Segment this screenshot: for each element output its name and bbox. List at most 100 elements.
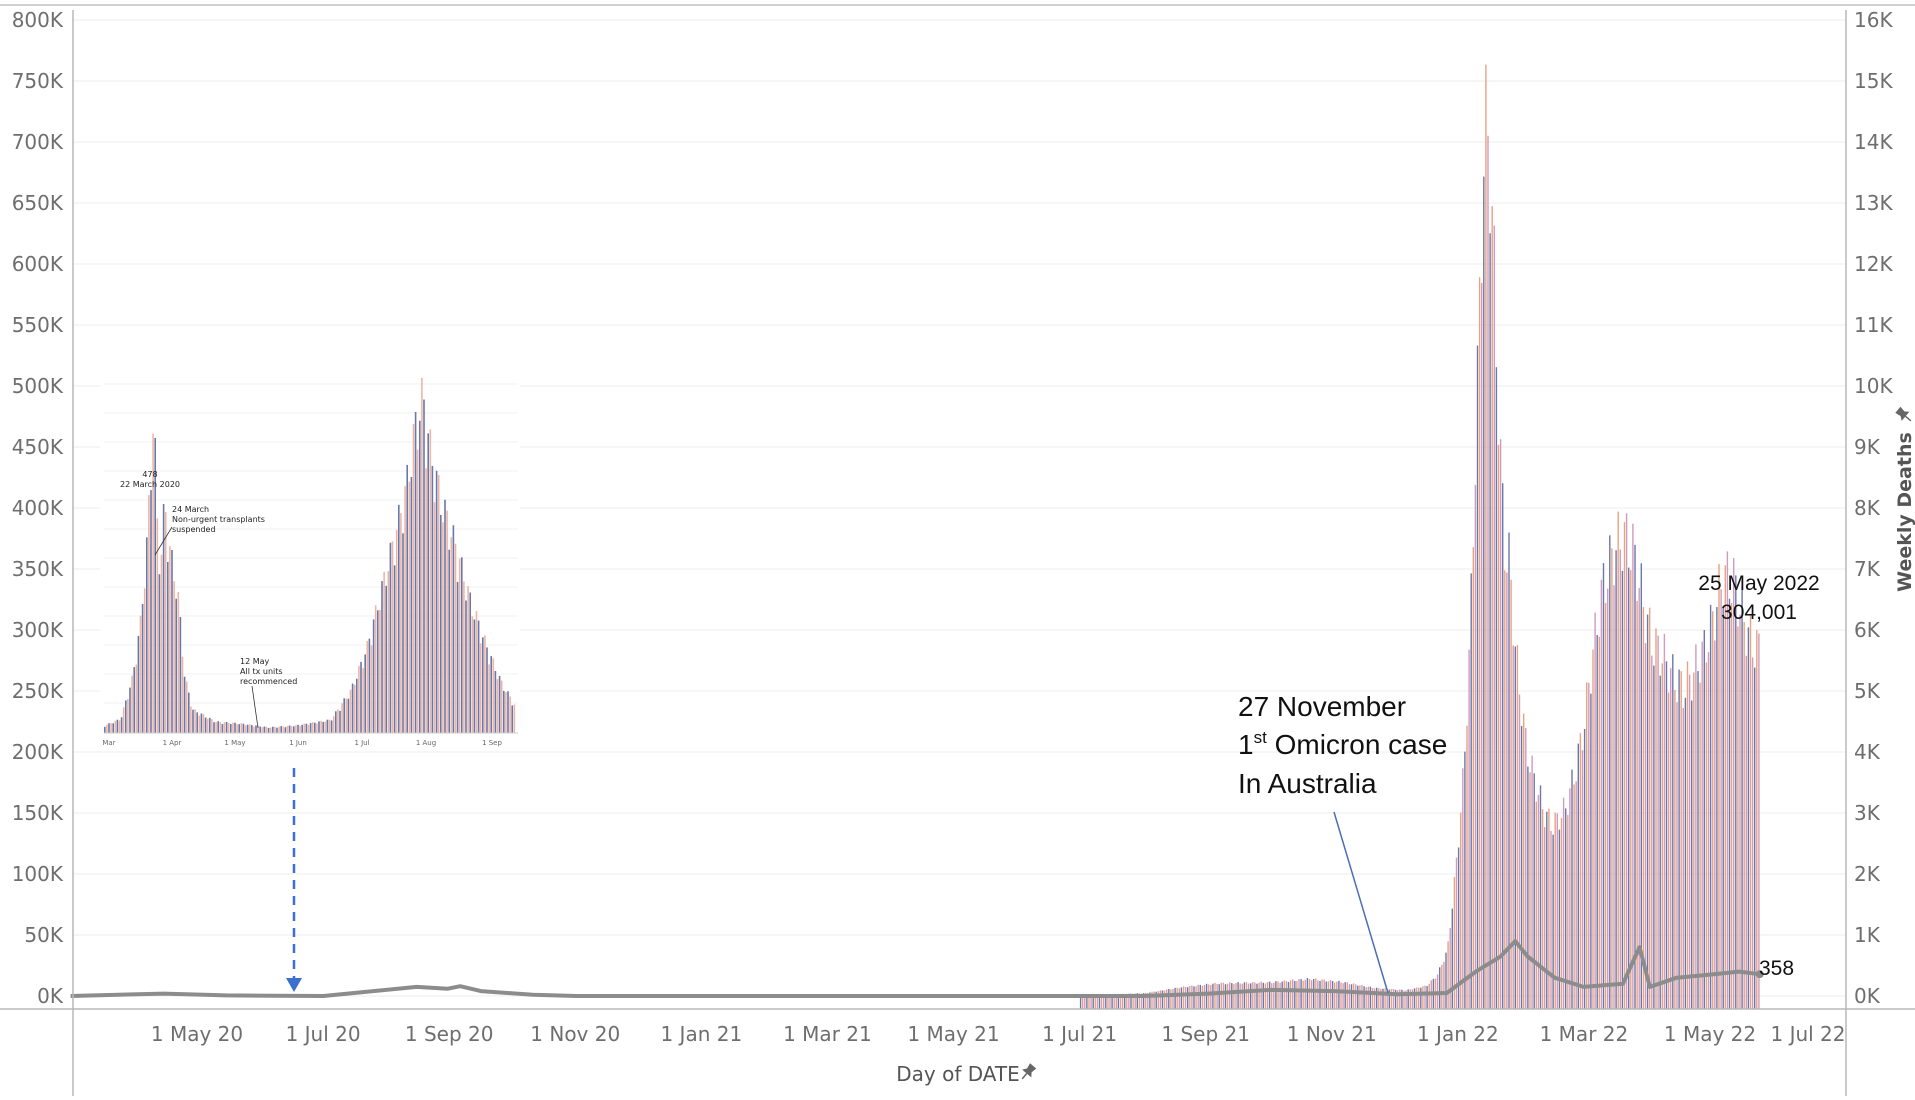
case-bar <box>1481 282 1483 1009</box>
inset-bar <box>498 676 501 733</box>
inset-bar <box>324 721 327 733</box>
left-y-tick: 100K <box>12 862 64 886</box>
inset-bar <box>450 537 453 733</box>
inset-bar <box>236 724 238 733</box>
inset-x-tick: 1 May <box>224 739 245 747</box>
inset-bar <box>223 722 226 733</box>
case-bar <box>1298 979 1300 1009</box>
inset-bar <box>118 720 121 733</box>
case-bar <box>1556 813 1558 1009</box>
left-y-tick: 550K <box>12 313 64 337</box>
case-bar <box>1497 444 1500 1009</box>
inset-bar <box>257 725 259 733</box>
case-bar <box>1705 662 1708 1009</box>
pin-icon-right[interactable] <box>1894 405 1915 425</box>
inset-bar <box>238 724 240 733</box>
case-bar <box>1577 743 1579 1009</box>
case-bar <box>1560 817 1563 1009</box>
inset-bar <box>242 723 245 733</box>
case-bar <box>1439 967 1441 1009</box>
case-bar <box>1754 667 1756 1009</box>
case-bar <box>1411 989 1414 1009</box>
case-bar <box>1138 993 1141 1009</box>
inset-bar <box>503 690 505 733</box>
inset-bar <box>104 726 106 733</box>
inset-note1-line2: Non-urgent transplants <box>172 515 265 524</box>
case-bar <box>1203 985 1206 1009</box>
case-bar <box>1214 982 1216 1009</box>
case-bar <box>1161 990 1164 1009</box>
inset-note1-leader <box>154 526 173 556</box>
case-bar <box>1264 983 1267 1009</box>
case-bar <box>1273 982 1275 1009</box>
inset-bar <box>131 675 133 733</box>
inset-bar <box>345 698 348 733</box>
x-tick: 1 Jul 21 <box>1042 1022 1117 1046</box>
case-bar <box>1672 654 1674 1009</box>
inset-bar <box>383 571 385 733</box>
case-bar <box>1569 788 1571 1009</box>
case-bar <box>1079 995 1082 1009</box>
inset-bar <box>316 723 318 733</box>
inset-bar <box>410 477 413 733</box>
inset-bar <box>188 692 190 733</box>
left-y-tick: 450K <box>12 435 64 459</box>
case-bar <box>1266 982 1269 1009</box>
case-bar <box>1575 781 1577 1009</box>
inset-bar <box>261 727 264 733</box>
inset-bar <box>511 705 513 733</box>
inset-x-tick: 1 Jul <box>354 739 369 747</box>
right-y-tick: 16K <box>1854 8 1893 32</box>
case-bar <box>1317 980 1319 1009</box>
case-bar <box>1663 633 1666 1009</box>
case-bar <box>1224 984 1227 1009</box>
inset-pointer-arrow <box>286 768 302 992</box>
inset-bar <box>387 571 390 733</box>
case-bar <box>1462 768 1464 1009</box>
right-y-tick: 12K <box>1854 252 1893 276</box>
inset-bar <box>251 725 253 733</box>
inset-bar <box>395 529 398 733</box>
inset-bar <box>276 727 278 733</box>
case-bar <box>1428 983 1430 1009</box>
case-bar <box>1176 987 1178 1009</box>
case-bar <box>1678 669 1680 1009</box>
case-bar <box>1741 586 1743 1009</box>
case-bar <box>1250 983 1252 1009</box>
case-bar <box>1109 994 1111 1009</box>
x-tick: 1 May 22 <box>1664 1022 1756 1046</box>
right-y-tick: 11K <box>1854 313 1893 337</box>
inset-bar <box>467 586 469 733</box>
pin-icon[interactable] <box>1018 1062 1038 1083</box>
case-bar <box>1399 989 1401 1009</box>
inset-bar <box>347 698 350 733</box>
case-bar <box>1730 603 1733 1009</box>
deaths-line <box>70 939 1760 998</box>
case-bar <box>1304 979 1306 1009</box>
case-bar <box>1394 989 1397 1009</box>
left-y-tick: 650K <box>12 191 64 215</box>
left-y-tick: 350K <box>12 557 64 581</box>
inset-bar <box>139 615 142 733</box>
case-bar <box>1476 345 1479 1010</box>
case-bar <box>1441 964 1443 1009</box>
case-bar <box>1136 993 1138 1009</box>
case-bar <box>1558 829 1561 1009</box>
case-bar <box>1470 573 1472 1009</box>
right-y-tick: 4K <box>1854 740 1881 764</box>
inset-bar <box>513 704 516 733</box>
inset-bar <box>164 511 167 733</box>
case-bar <box>1191 985 1193 1009</box>
inset-x-tick: 1 Apr <box>163 739 182 747</box>
case-bar <box>1233 984 1235 1009</box>
case-bar <box>1409 989 1411 1009</box>
case-bar <box>1516 645 1519 1009</box>
case-bar <box>1642 607 1645 1009</box>
x-tick: 1 May 21 <box>907 1022 999 1046</box>
inset-bar <box>143 588 146 733</box>
case-bar <box>1384 988 1386 1009</box>
inset-bar <box>116 719 119 733</box>
inset-bar <box>272 726 274 733</box>
case-bar <box>1728 598 1731 1009</box>
omicron-line3: In Australia <box>1238 768 1377 799</box>
